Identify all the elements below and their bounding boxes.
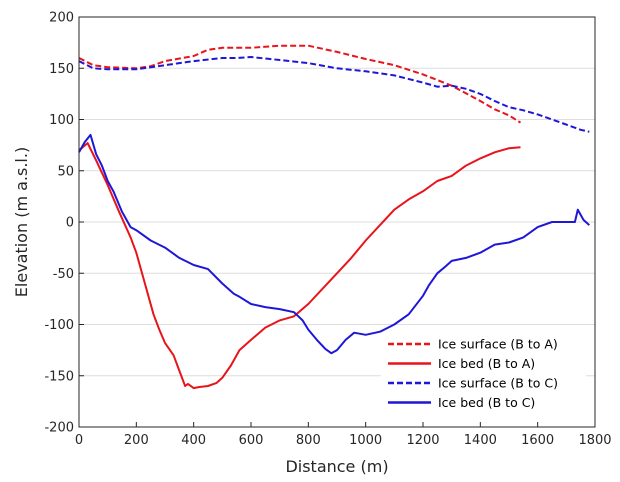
y-tick-label: 100 [49,113,74,128]
x-tick-label: 1400 [464,433,497,448]
legend-label: Ice bed (B to A) [438,356,535,371]
y-tick-label: -200 [44,421,74,436]
series-line-ice-bed-b-to-a [78,142,521,390]
axis-ticks: -200 -150 -100 -50 0 50 100 150 200 0 200 400 600 800… [44,11,611,449]
x-tick-label: 400 [181,433,206,448]
legend: Ice surface (B to A) Ice bed (B to A) Ice … [381,334,586,412]
y-tick-label: -100 [44,318,74,333]
x-axis-title: Distance (m) [285,457,388,476]
x-tick-label: 0 [75,433,83,448]
y-tick-label: 150 [49,62,74,77]
plot-series [78,44,590,390]
series-line-ice-surface-b-to-c [78,56,590,133]
y-tick-label: -50 [53,267,74,282]
x-tick-label: 800 [296,433,321,448]
legend-label: Ice surface (B to A) [438,337,558,352]
x-tick-label: 1600 [521,433,554,448]
x-tick-label: 1000 [349,433,382,448]
y-tick-label: 0 [66,216,74,231]
y-tick-label: 200 [49,11,74,26]
y-tick-label: -150 [44,369,74,384]
y-tick-label: 50 [57,164,74,179]
x-tick-label: 1800 [578,433,611,448]
series-line-ice-bed-b-to-c [78,133,590,355]
legend-label: Ice bed (B to C) [438,395,535,410]
x-tick-label: 1200 [406,433,439,448]
legend-label: Ice surface (B to C) [438,376,558,391]
legend-box [381,334,586,412]
x-tick-label: 200 [124,433,149,448]
x-tick-label: 600 [239,433,264,448]
y-axis-title: Elevation (m a.s.l.) [12,147,31,297]
series-line-ice-surface-b-to-a [78,44,522,124]
